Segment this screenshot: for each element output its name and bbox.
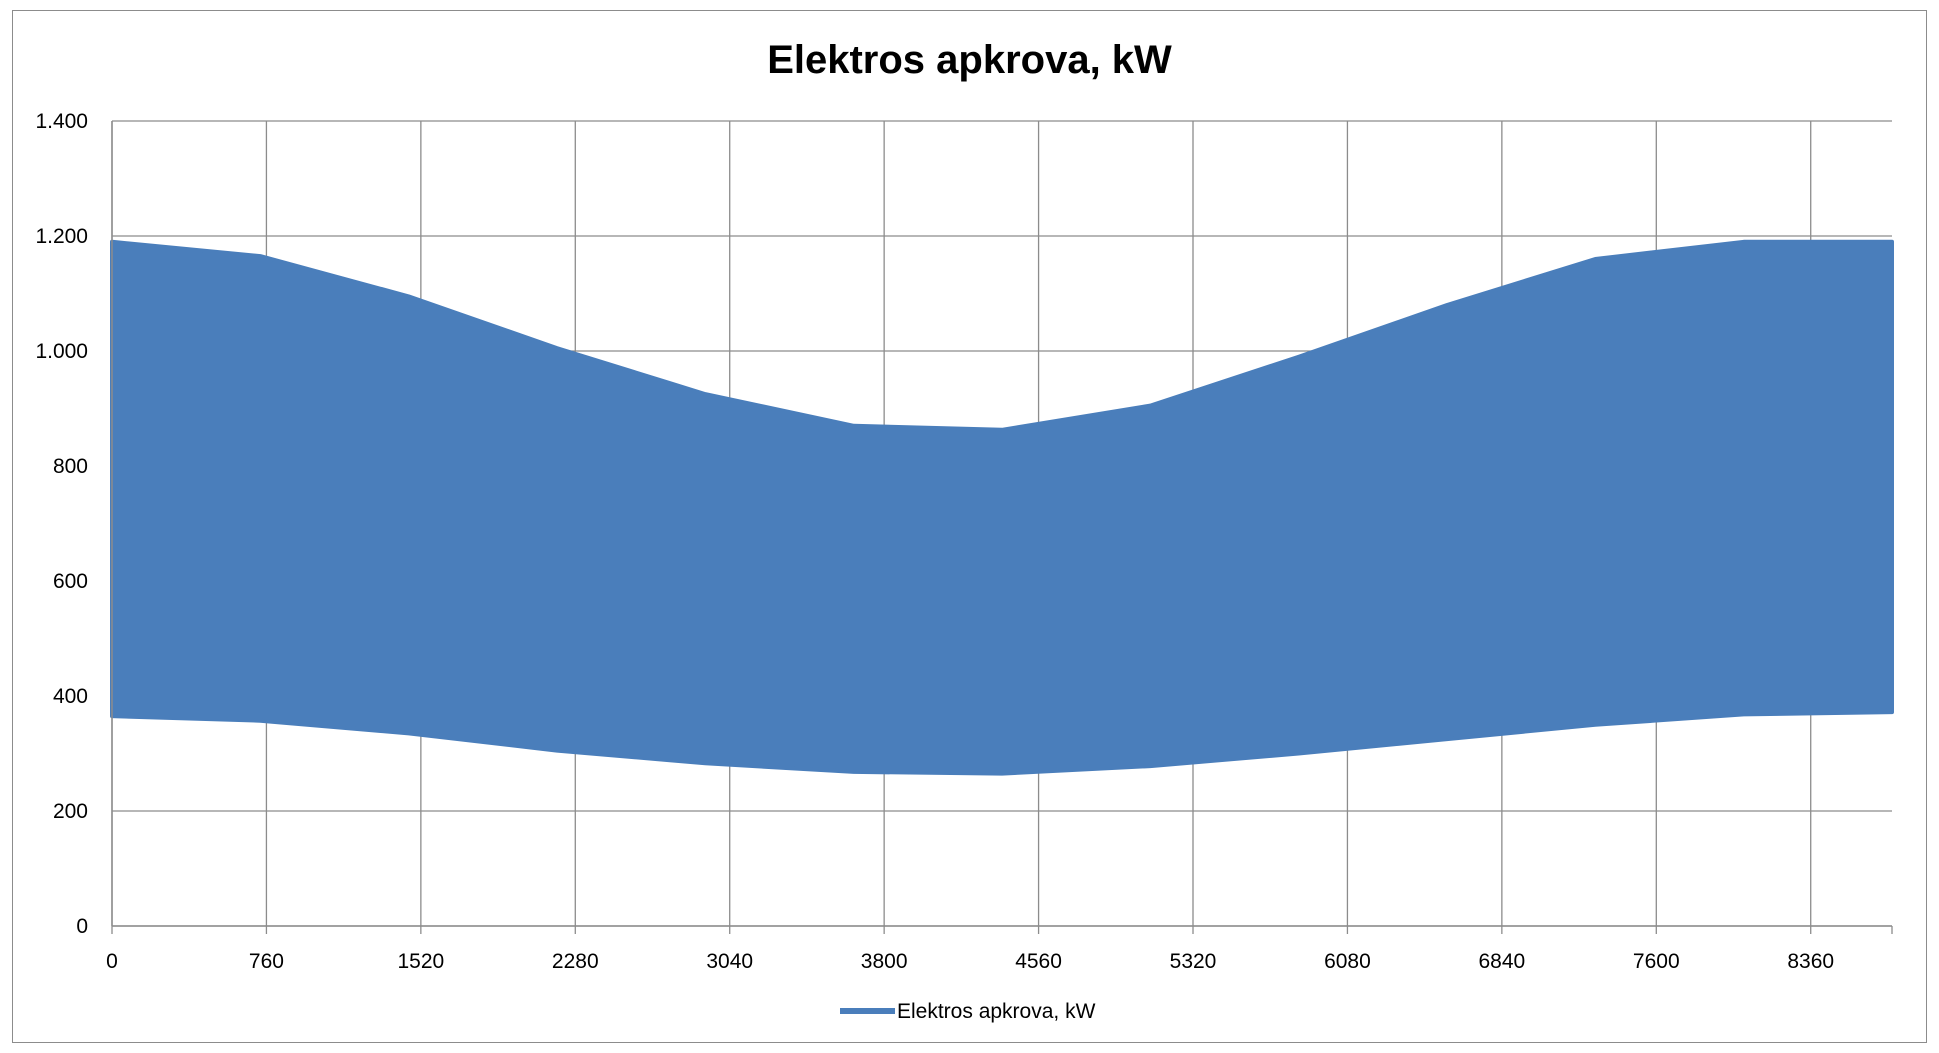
series-area (110, 239, 1894, 776)
y-tick-label: 200 (53, 800, 88, 823)
x-tick-label: 3040 (706, 950, 753, 973)
chart-title: Elektros apkrova, kW (767, 38, 1172, 82)
x-tick-label: 5320 (1170, 950, 1217, 973)
y-tick-label: 1.400 (35, 110, 88, 133)
y-tick-label: 800 (53, 455, 88, 478)
y-tick-label: 1.000 (35, 340, 88, 363)
x-tick-label: 6080 (1324, 950, 1371, 973)
y-tick-label: 0 (76, 915, 88, 938)
x-tick-label: 1520 (397, 950, 444, 973)
y-tick-label: 600 (53, 570, 88, 593)
x-tick-label: 0 (106, 950, 118, 973)
x-tick-label: 7600 (1633, 950, 1680, 973)
x-tick-label: 8360 (1787, 950, 1834, 973)
chart-frame (12, 10, 1927, 1043)
legend-label: Elektros apkrova, kW (897, 1000, 1096, 1023)
x-tick-label: 2280 (552, 950, 599, 973)
x-tick-label: 4560 (1015, 950, 1062, 973)
x-tick-label: 3800 (861, 950, 908, 973)
y-tick-label: 1.200 (35, 225, 88, 248)
y-tick-label: 400 (53, 685, 88, 708)
x-tick-label: 760 (249, 950, 284, 973)
x-tick-label: 6840 (1479, 950, 1526, 973)
